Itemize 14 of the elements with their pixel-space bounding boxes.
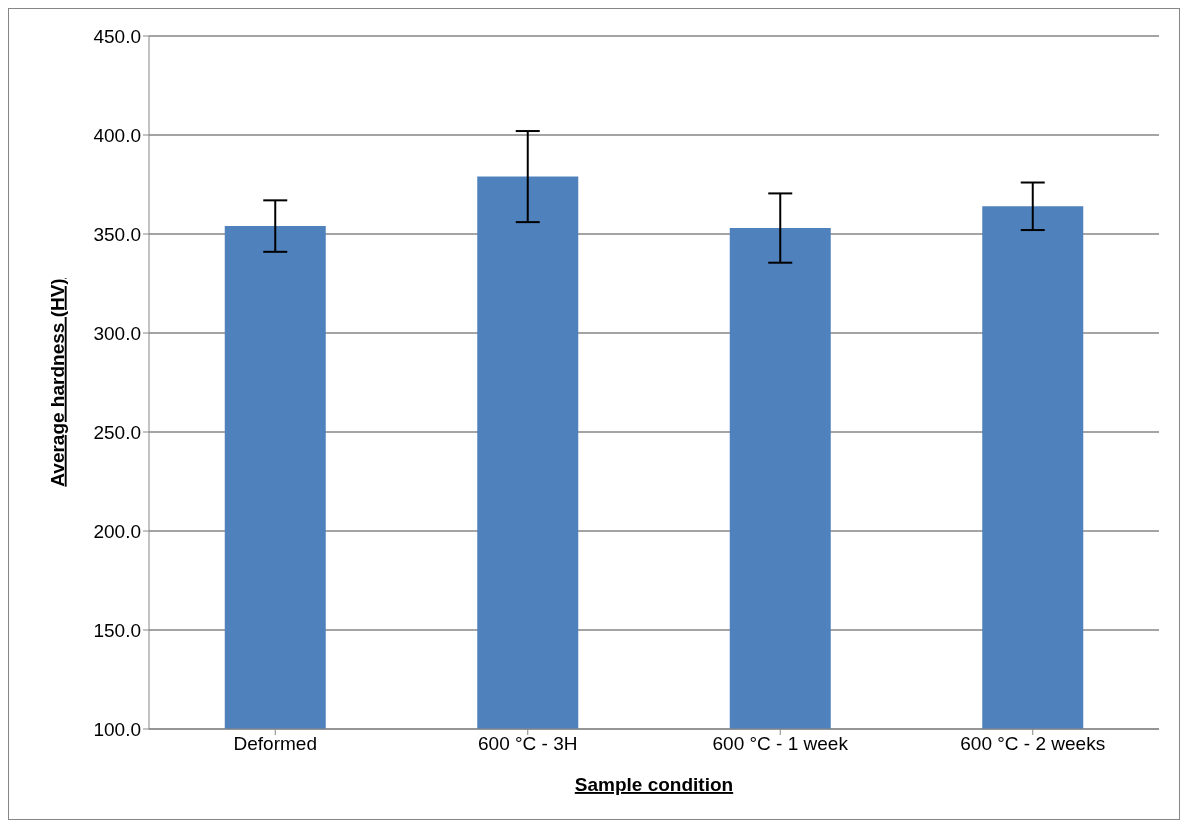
y-tick-label: 450.0	[93, 25, 141, 47]
x-axis-title: Sample condition	[574, 774, 734, 795]
y-tick-label: 200.0	[93, 520, 141, 542]
x-tick-label: 600 °C - 1 week	[712, 733, 849, 755]
x-tick-label: 600 °C - 3H	[478, 733, 578, 755]
y-tick-label: 350.0	[93, 223, 141, 245]
x-tick-label: 600 °C - 2 weeks	[960, 733, 1106, 755]
y-axis-title: Average hardness (HV)	[46, 278, 68, 487]
y-tick-label: 400.0	[93, 124, 141, 146]
y-tick-label: 150.0	[93, 619, 141, 641]
x-tick-label: Deformed	[233, 733, 317, 755]
y-tick-label: 100.0	[93, 718, 141, 740]
y-tick-label: 300.0	[93, 322, 141, 344]
y-tick-label: 250.0	[93, 421, 141, 443]
